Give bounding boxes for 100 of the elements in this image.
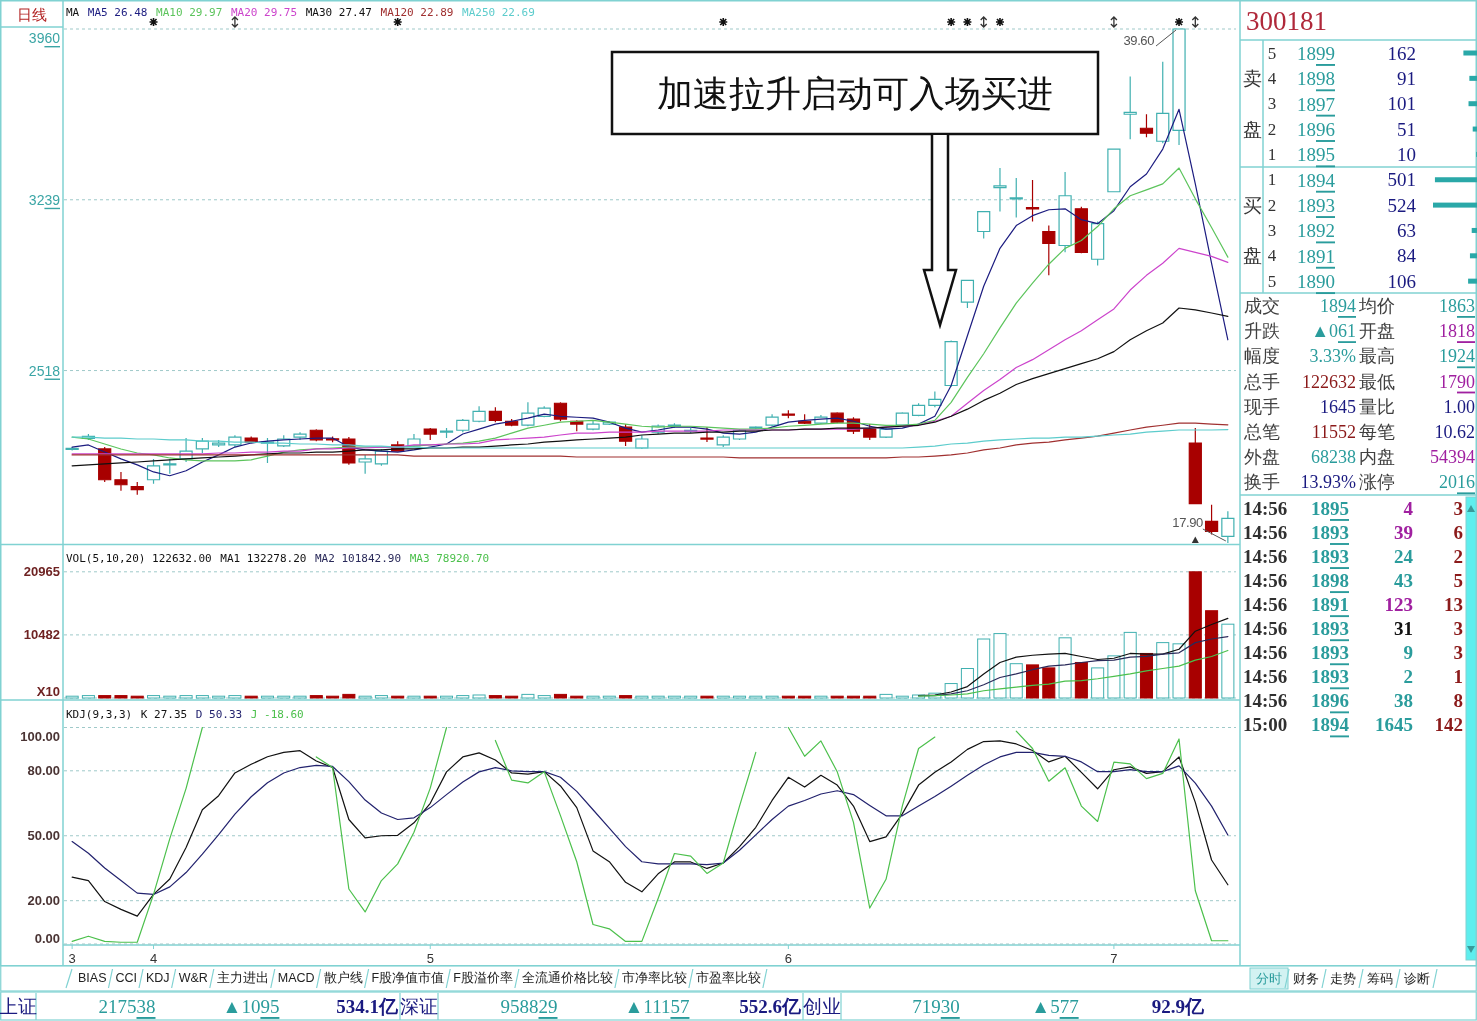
text: 1894 [1320,296,1356,316]
text: 13.93% [1300,472,1356,493]
text: 71930 [912,995,960,1017]
text: MA3 78920.70 [409,551,490,565]
text: 1924 [1439,346,1475,367]
y2-tick-label: 1898 [1297,67,1335,89]
text: 盘 [1242,118,1262,140]
text: MA250 22.69 [462,5,535,19]
annotation: 39.60 [1123,32,1155,48]
text: 升跌 [1244,321,1280,342]
y-tick-label: 3960 [28,30,61,46]
text: 主力进出 [216,970,269,985]
text: 958829 [500,995,558,1017]
text: 14:56 1898 43 5 [1243,569,1463,591]
y-tick-label: 2 [1267,195,1277,215]
data-label: 51 [1397,118,1416,140]
data-label: 106 [1387,270,1416,292]
text: 创业 [803,995,841,1017]
text: 全流通价格比较 [521,970,613,985]
text: 均价 [1358,296,1395,316]
data-label: 63 [1397,219,1416,241]
text: K 27.35 [140,707,188,721]
text: 1790 [1439,371,1475,392]
text: MA10 29.97 [156,5,223,19]
text: 内盘 [1359,447,1395,468]
data-label: 91 [1397,67,1416,89]
annotation: 1863 [1439,296,1475,316]
text: F股净值市值 [371,971,445,985]
chart-title: 300181 [1246,6,1327,36]
text: W&R [178,971,208,985]
text: BIAS [78,971,107,985]
y-tick-label: 3 [1267,220,1277,240]
text: 1818 [1439,321,1475,342]
text: 534.1亿 [336,995,399,1017]
text: 分时 [1256,970,1282,986]
y-tick-label: 50.00 [27,828,60,844]
data-label: 101 [1387,93,1416,115]
annotation: 17.90 [1172,514,1204,530]
y-tick-label: 5 [1267,271,1277,291]
text: 总笔 [1243,422,1280,442]
text: 2016 [1439,472,1475,493]
text: ▲1095 [222,995,280,1017]
text: 1645 [1320,396,1356,417]
chart-title: 日线 [17,5,47,23]
text: 市净率比较 [621,970,687,985]
text: MA2 101842.90 [315,551,402,565]
text: 14:56 1893 31 3 [1243,617,1463,639]
text: 54394 [1430,447,1475,468]
text: 3.33% [1309,346,1356,367]
text: F股溢价率 [453,970,513,985]
data-label: 84 [1397,245,1417,267]
text: 财务 [1293,970,1319,986]
text: MA30 27.47 [305,5,372,19]
text: 量比 [1359,396,1395,417]
text: J -18.60 [250,707,304,721]
y-tick-label: 4 [1267,246,1277,266]
text: ▲061 [1311,321,1356,342]
text: 14:56 1893 9 3 [1243,641,1463,663]
text: 换手 [1244,472,1280,493]
text: 14:56 1896 38 8 [1243,689,1463,711]
x-tick-label: 6 [784,950,792,966]
text: 诊断 [1404,970,1430,986]
text: MA20 29.75 [230,5,298,19]
y-tick-label: 10482 [23,627,60,643]
text: 散户线 [323,971,363,985]
data-label: 162 [1387,42,1416,64]
y-tick-label: 2 [1267,119,1277,139]
text: 14:56 1893 2 1 [1243,665,1463,687]
legend-title: KDJ(9,3,3) [66,707,133,721]
x-tick-label: 7 [1110,950,1118,966]
text: 买 [1242,194,1262,216]
y-tick-label: 1 [1267,170,1277,190]
text: MA1 132278.20 [220,551,307,565]
text: 122632 [1302,371,1356,392]
text: ▲11157 [624,995,690,1017]
text: 现手 [1244,396,1280,417]
data-label: 524 [1387,194,1417,216]
data-label: 501 [1387,169,1416,191]
text: ▲577 [1031,995,1079,1017]
text: MA120 22.89 [380,5,454,19]
legend-title: VOL(5,10,20) 122632.00 [66,551,212,565]
text: 盘 [1242,245,1262,267]
text: CCI [115,971,138,985]
y-tick-label: 0.00 [34,930,60,946]
text: 552.6亿 [739,995,802,1017]
y2-tick-label: 1895 [1297,143,1335,165]
text: 14:56 1895 4 3 [1243,497,1463,519]
text: 总手 [1243,371,1280,392]
y2-tick-label: 1892 [1297,219,1335,241]
y-tick-label: X10 [36,683,60,699]
y2-tick-label: 1899 [1297,42,1335,64]
text: 上证 [0,995,37,1017]
y-tick-label: 2518 [28,362,61,379]
text: 深证 [400,995,438,1017]
y2-tick-label: 1891 [1297,245,1335,267]
y2-tick-label: 1890 [1297,270,1335,292]
text: 幅度 [1244,346,1280,367]
x-tick-label: 5 [426,950,434,966]
text: MACD [277,971,315,985]
text: 68238 [1311,447,1356,468]
